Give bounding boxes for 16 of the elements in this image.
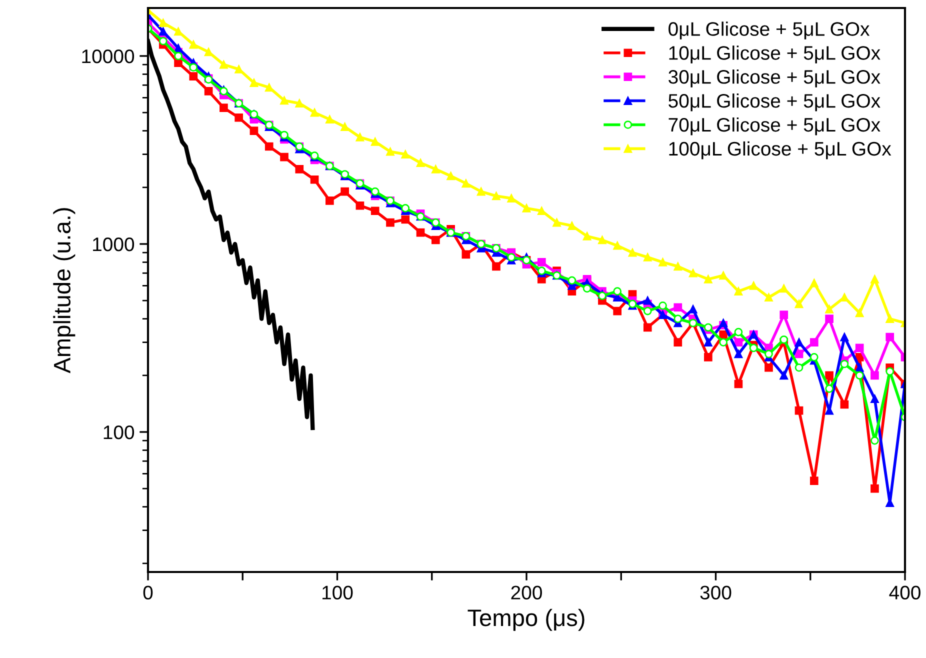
- legend-label: 0μL Glicose + 5μL GOx: [668, 22, 870, 40]
- x-tick-label: 0: [143, 586, 153, 600]
- legend-label: 30μL Glicose + 5μL GOx: [668, 70, 880, 88]
- y-tick-label: 100: [104, 425, 134, 440]
- legend-label: 100μL Glicose + 5μL GOx: [669, 141, 892, 160]
- legend-label: 50μL Glicose + 5μL GOx: [668, 93, 880, 112]
- legend-label: 70μL Glicose + 5μL GOx: [668, 117, 880, 136]
- x-tick-label: 300: [700, 586, 732, 600]
- x-axis-title: Tempo (μs): [468, 608, 584, 631]
- x-tick-label: 200: [511, 586, 542, 600]
- legend-label: 10μL Glicose + 5μL GOx: [669, 46, 880, 64]
- x-tick-label: 400: [889, 586, 920, 600]
- y-tick-label: 10000: [82, 49, 134, 64]
- y-tick-label: 1000: [93, 237, 134, 252]
- x-tick-label: 100: [322, 586, 353, 600]
- y-axis-title: Amplitude (u.a.): [53, 208, 76, 374]
